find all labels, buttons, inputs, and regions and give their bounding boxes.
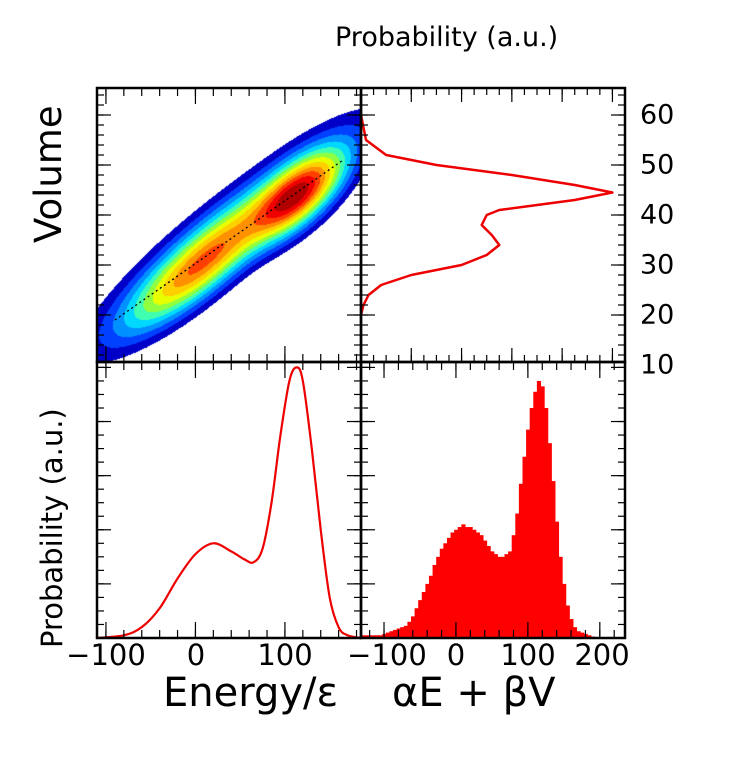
histogram-bar — [450, 532, 455, 638]
histogram-bar — [400, 627, 405, 638]
bottom-right-xlabel: αE + βV — [392, 670, 556, 716]
histogram-bar — [500, 556, 506, 638]
y-tick-label: 30 — [640, 249, 675, 281]
histogram-bar — [572, 627, 578, 638]
x-tick-label: −100 — [66, 638, 146, 672]
x-tick-label: 0 — [446, 638, 466, 672]
histogram-bar — [436, 556, 441, 638]
histogram-bar — [472, 529, 477, 638]
histogram-bar — [403, 625, 408, 638]
fit-line — [114, 159, 344, 321]
histogram-bar — [482, 540, 488, 638]
histogram-bar — [432, 564, 437, 638]
histogram-bar — [439, 548, 444, 638]
volume-energy-contour-map — [97, 88, 361, 362]
histogram-bar — [428, 575, 434, 638]
top-left-ylabel: Volume — [27, 105, 70, 243]
y-tick-label: 40 — [640, 199, 675, 231]
bottom-left-ylabel: Probability (a.u.) — [35, 408, 69, 648]
histogram-bar — [443, 543, 448, 638]
histogram-bar — [554, 521, 560, 638]
histogram-bar — [371, 635, 376, 638]
histogram-bar — [587, 635, 592, 638]
bottom-left-xlabel: Energy/ε — [163, 670, 339, 716]
panel-frame-br — [359, 360, 627, 640]
histogram-bar — [529, 408, 534, 638]
histogram-bar — [457, 527, 462, 638]
histogram-bar — [576, 631, 581, 638]
x-tick-label: 100 — [500, 638, 556, 672]
y-tick-label: 20 — [640, 299, 675, 331]
histogram-bar — [504, 554, 509, 638]
histogram-bar — [565, 605, 570, 638]
histogram-bar — [508, 551, 513, 638]
histogram-bar — [490, 551, 495, 638]
histogram-bar — [393, 629, 398, 638]
histogram-bar — [580, 632, 585, 638]
y-tick-label: 50 — [640, 149, 675, 181]
energy-probability-curve — [96, 366, 362, 640]
histogram-bar — [544, 408, 549, 638]
histogram-bar — [540, 386, 545, 638]
histogram-bar — [475, 532, 480, 638]
histogram-bar — [468, 527, 473, 638]
histogram-bar — [414, 608, 419, 638]
histogram-bar — [547, 443, 552, 638]
histogram-bar — [421, 592, 426, 638]
histogram-bar — [479, 535, 484, 638]
histogram-bar — [360, 635, 365, 638]
histogram-bar — [425, 583, 430, 638]
histogram-bar — [551, 481, 556, 638]
histogram-bar — [497, 556, 502, 638]
histogram-bar — [536, 380, 542, 638]
histogram-bar — [515, 513, 520, 638]
x-tick-label: −100 — [347, 638, 427, 672]
histogram-bar — [493, 554, 498, 638]
histogram-bar — [486, 546, 491, 638]
x-tick-label: 0 — [186, 638, 206, 672]
top-right-xlabel: Probability (a.u.) — [335, 22, 559, 53]
histogram-bar — [526, 429, 531, 638]
y-tick-label: 10 — [640, 349, 675, 381]
x-tick-label: 100 — [257, 638, 313, 672]
histogram-bar — [364, 635, 369, 638]
histogram-bar — [522, 456, 527, 638]
histogram-bar — [375, 635, 380, 638]
histogram-bar — [533, 391, 538, 638]
panel-frame-tr — [359, 86, 627, 364]
histogram-bar — [569, 619, 574, 638]
histogram-bar — [418, 600, 423, 638]
histogram-bar — [511, 535, 516, 638]
y-tick-label: 60 — [640, 99, 675, 131]
histogram-bar — [389, 631, 394, 638]
histogram-bar — [446, 537, 452, 638]
panel-frame-tl — [95, 86, 363, 364]
x-tick-label: 200 — [574, 638, 630, 672]
histogram-bar — [385, 632, 391, 638]
histogram-bar — [464, 527, 470, 638]
histogram-bar — [407, 621, 412, 638]
panel-frame-bl — [95, 360, 363, 640]
histogram-bar — [558, 556, 563, 638]
histogram-bar — [410, 616, 416, 638]
histogram-bar — [378, 635, 383, 638]
histogram-bar — [562, 583, 567, 638]
histogram-bar — [454, 529, 459, 638]
histogram-bar — [518, 483, 524, 638]
histogram-bar — [461, 524, 466, 638]
volume-probability-curve — [359, 114, 614, 316]
